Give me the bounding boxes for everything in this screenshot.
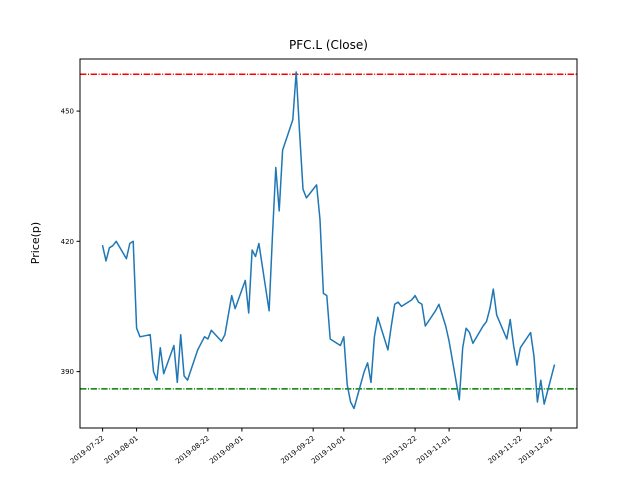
x-tick-label: 2019-12-01 [517,434,554,465]
plot-border [79,58,578,429]
x-tick-label: 2019-07-22 [69,434,106,465]
x-tick-label: 2019-11-01 [415,434,452,465]
x-tick-label: 2019-09-01 [208,434,245,465]
x-tick-label: 2019-08-22 [174,434,211,465]
y-tick-label: 390 [61,368,74,376]
y-tick-label: 420 [61,238,74,246]
x-tick-label: 2019-10-01 [310,434,347,465]
close-price-line [101,71,556,410]
y-tick-label: 450 [61,108,74,116]
x-tick-label: 2019-10-22 [381,434,418,465]
chart-title: PFC.L (Close) [289,38,368,52]
x-tick-label: 2019-08-01 [103,434,140,465]
